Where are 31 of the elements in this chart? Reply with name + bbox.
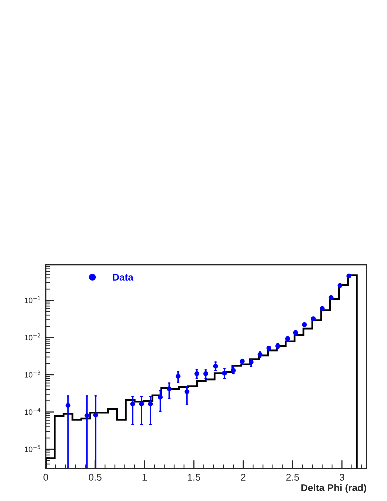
point	[213, 364, 218, 369]
point	[167, 386, 172, 392]
x-tick-label: 3	[340, 474, 344, 481]
point	[184, 390, 190, 394]
point	[176, 374, 181, 379]
point	[231, 368, 236, 374]
point	[328, 295, 334, 300]
point	[148, 402, 154, 407]
point	[338, 283, 343, 288]
x-tick-label: 2	[241, 474, 246, 481]
x-axis-title: Delta Phi (rad)	[302, 484, 366, 494]
point	[94, 412, 98, 418]
point	[204, 372, 208, 376]
point	[158, 395, 163, 400]
point	[248, 360, 254, 365]
x-tick-label: 1.5	[188, 474, 200, 481]
point	[130, 402, 136, 407]
point	[222, 371, 228, 376]
point	[139, 402, 144, 407]
point	[84, 413, 90, 418]
x-tick-label: 0.5	[89, 474, 102, 481]
point	[346, 274, 352, 279]
point	[311, 316, 316, 322]
x-tick-label: 1	[142, 474, 147, 481]
point	[66, 403, 71, 408]
x-tick-label: 0	[44, 474, 48, 481]
point	[194, 372, 200, 376]
point	[320, 306, 325, 312]
point	[302, 322, 308, 328]
legend-label: Data	[113, 274, 134, 281]
x-tick-label: 2.5	[286, 474, 300, 481]
